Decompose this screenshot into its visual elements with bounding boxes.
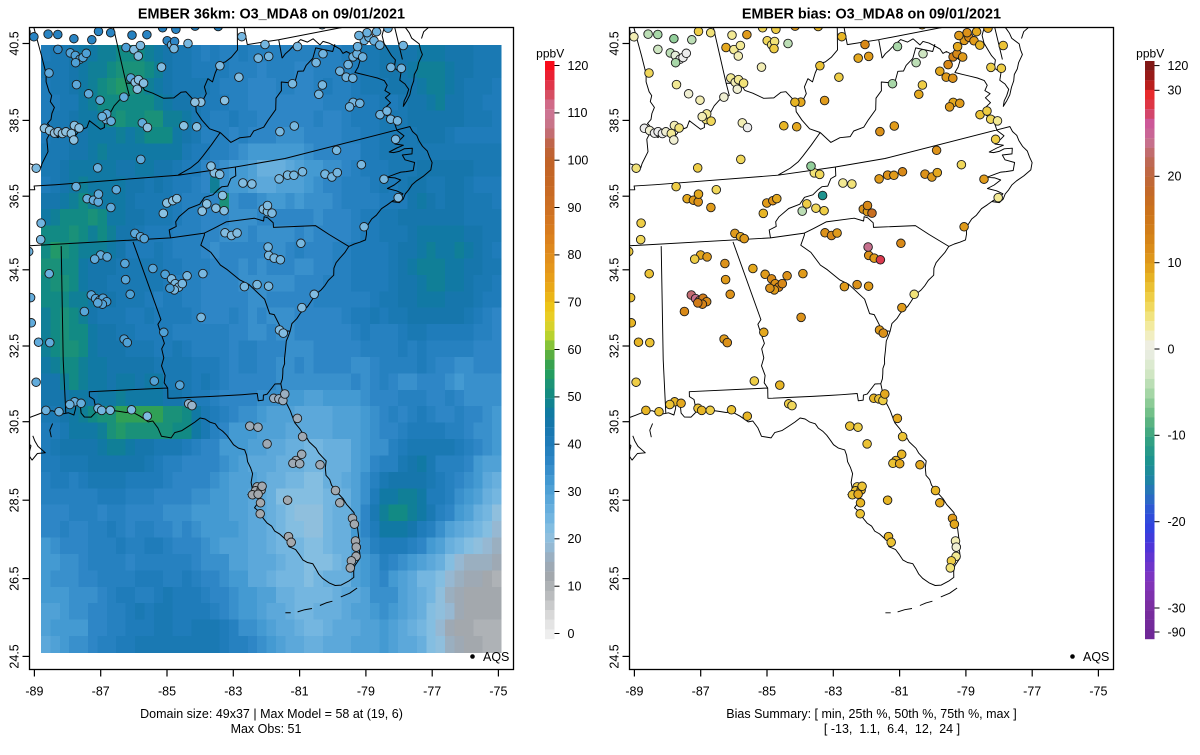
svg-text:36.5: 36.5 [608,184,622,208]
svg-text:24.5: 24.5 [8,644,22,668]
svg-text:40.5: 40.5 [608,31,622,55]
svg-text:26.5: 26.5 [8,566,22,590]
svg-text:-89: -89 [625,685,643,699]
svg-text:AQS: AQS [1083,650,1109,664]
svg-text:20: 20 [1168,170,1182,184]
svg-text:10: 10 [568,580,582,594]
svg-text:110: 110 [568,106,588,120]
svg-text:100: 100 [568,154,589,168]
svg-text:-85: -85 [758,685,776,699]
svg-text:EMBER 36km: O3_MDA8 on 09/01/2: EMBER 36km: O3_MDA8 on 09/01/2021 [138,7,405,23]
svg-text:90: 90 [568,201,582,215]
svg-text:32.5: 32.5 [608,334,622,358]
svg-text:-83: -83 [224,685,242,699]
svg-text:-77: -77 [423,685,441,699]
svg-text:0: 0 [1168,342,1175,356]
svg-text:-75: -75 [1089,685,1107,699]
svg-text:Bias Summary: [ min, 25th %, 5: Bias Summary: [ min, 25th %, 50th %, 75t… [726,707,1016,721]
svg-text:-87: -87 [692,685,710,699]
svg-text:20: 20 [568,532,582,546]
svg-text:ppbV: ppbV [1136,47,1164,61]
svg-text:-77: -77 [1023,685,1041,699]
svg-text:60: 60 [568,343,582,357]
svg-text:26.5: 26.5 [608,566,622,590]
svg-text:-87: -87 [92,685,110,699]
svg-text:70: 70 [568,296,582,310]
svg-text:34.5: 34.5 [8,258,22,282]
svg-text:30: 30 [568,485,582,499]
svg-text:AQS: AQS [483,650,509,664]
svg-text:ppbV: ppbV [536,47,564,61]
svg-text:-10: -10 [1168,429,1186,443]
svg-text:-89: -89 [25,685,43,699]
svg-text:10: 10 [1168,256,1182,270]
svg-text:40: 40 [568,438,582,452]
svg-text:-85: -85 [158,685,176,699]
svg-text:120: 120 [568,59,589,73]
svg-text:30.5: 30.5 [8,409,22,433]
svg-text:-81: -81 [291,685,309,699]
svg-text:-83: -83 [824,685,842,699]
svg-text:80: 80 [568,248,582,262]
svg-text:[ -13, 1.1, 6.4, 12, 24 ]: [ -13, 1.1, 6.4, 12, 24 ] [824,722,960,736]
svg-text:-20: -20 [1168,515,1186,529]
svg-text:-81: -81 [891,685,909,699]
svg-text:32.5: 32.5 [8,334,22,358]
svg-text:40.5: 40.5 [8,31,22,55]
svg-text:38.5: 38.5 [608,108,622,132]
svg-text:28.5: 28.5 [608,488,622,512]
svg-text:-75: -75 [489,685,507,699]
svg-text:-30: -30 [1168,601,1186,615]
svg-text:50: 50 [568,390,582,404]
svg-text:30: 30 [1168,84,1182,98]
svg-text:-79: -79 [357,685,375,699]
svg-text:34.5: 34.5 [608,258,622,282]
svg-text:38.5: 38.5 [8,108,22,132]
svg-text:30.5: 30.5 [608,409,622,433]
svg-text:24.5: 24.5 [608,644,622,668]
svg-text:Max Obs: 51: Max Obs: 51 [231,722,302,736]
svg-text:28.5: 28.5 [8,488,22,512]
svg-text:-90: -90 [1168,625,1186,639]
svg-text:0: 0 [568,627,575,641]
svg-text:-79: -79 [957,685,975,699]
svg-text:120: 120 [1168,59,1189,73]
svg-text:Domain size: 49x37 | Max Model: Domain size: 49x37 | Max Model = 58 at (… [140,707,403,721]
svg-text:EMBER bias: O3_MDA8 on 09/01/2: EMBER bias: O3_MDA8 on 09/01/2021 [742,7,1001,23]
svg-text:36.5: 36.5 [8,184,22,208]
